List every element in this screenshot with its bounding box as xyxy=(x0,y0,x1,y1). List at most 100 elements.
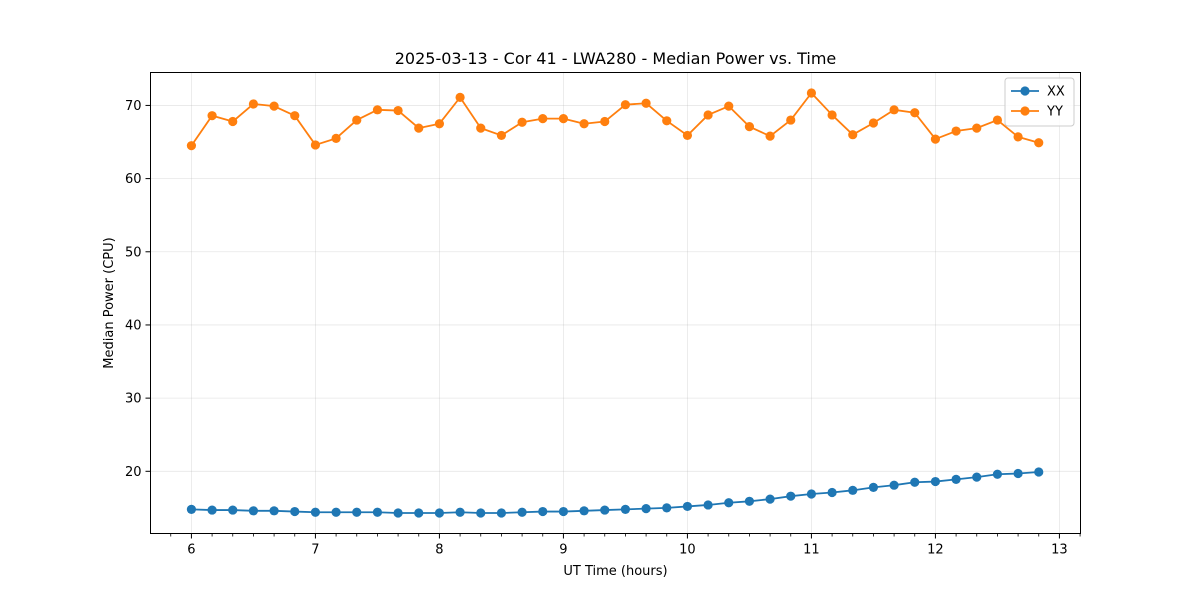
x-tick-label: 10 xyxy=(679,543,696,558)
data-point-yy xyxy=(910,108,920,118)
data-point-yy xyxy=(724,101,734,111)
data-point-yy xyxy=(393,105,403,116)
data-point-xx xyxy=(951,474,961,484)
data-point-yy xyxy=(269,101,279,111)
data-point-yy xyxy=(806,88,817,98)
data-point-yy xyxy=(972,123,982,133)
y-tick-label: 60 xyxy=(125,172,142,187)
data-point-yy xyxy=(538,114,548,124)
legend-item-yy: YY xyxy=(1011,105,1063,120)
series-layer xyxy=(186,88,1044,518)
legend-marker xyxy=(1020,86,1030,96)
data-point-yy xyxy=(1034,138,1044,148)
x-axis-label: UT Time (hours) xyxy=(563,564,667,579)
y-axis-label: Median Power (CPU) xyxy=(102,237,117,368)
data-point-xx xyxy=(1034,467,1044,477)
data-point-xx xyxy=(393,508,403,518)
data-point-yy xyxy=(620,100,631,110)
data-point-yy xyxy=(372,105,383,115)
data-point-xx xyxy=(186,504,197,514)
x-tick-label: 7 xyxy=(311,543,319,558)
data-point-xx xyxy=(703,500,713,510)
chart-title: 2025-03-13 - Cor 41 - LWA280 - Median Po… xyxy=(395,49,837,68)
data-point-xx xyxy=(248,506,259,516)
data-point-xx xyxy=(207,505,217,515)
legend-item-xx: XX xyxy=(1011,85,1065,100)
data-point-xx xyxy=(372,507,383,517)
data-point-xx xyxy=(848,485,858,495)
x-tick-label: 12 xyxy=(927,543,944,558)
data-point-xx xyxy=(765,494,775,504)
data-point-yy xyxy=(868,118,879,128)
data-point-xx xyxy=(290,506,300,517)
data-point-yy xyxy=(248,99,259,109)
series-xx xyxy=(186,467,1044,518)
legend-label: YY xyxy=(1046,105,1063,120)
data-point-xx xyxy=(827,487,837,498)
data-point-yy xyxy=(352,115,362,125)
data-point-xx xyxy=(641,504,651,514)
y-tick-label: 20 xyxy=(125,465,142,480)
data-point-yy xyxy=(290,111,300,121)
data-point-xx xyxy=(558,506,569,517)
axes: 6 7 8 9 10 11 12 13 20 30 40 50 60 70 xyxy=(125,99,1081,558)
data-point-xx xyxy=(662,503,672,513)
data-point-xx xyxy=(868,482,879,492)
data-point-xx xyxy=(992,469,1003,479)
data-point-yy xyxy=(641,98,651,108)
data-point-yy xyxy=(228,116,238,127)
data-point-xx xyxy=(538,506,548,517)
data-point-xx xyxy=(889,480,899,490)
x-tick-label: 11 xyxy=(803,543,820,558)
x-tick-label: 9 xyxy=(559,543,567,558)
y-tick-label: 70 xyxy=(125,99,142,114)
data-point-xx xyxy=(806,489,817,499)
data-point-xx xyxy=(434,508,445,518)
data-point-yy xyxy=(662,116,672,126)
data-point-yy xyxy=(682,130,693,141)
data-point-xx xyxy=(269,506,279,516)
data-point-yy xyxy=(703,110,713,120)
data-point-yy xyxy=(951,126,961,136)
legend: XX YY xyxy=(1004,77,1075,127)
data-point-xx xyxy=(579,506,589,516)
data-point-yy xyxy=(331,133,341,143)
x-tick-label: 6 xyxy=(187,543,195,558)
data-point-xx xyxy=(930,476,941,487)
data-point-xx xyxy=(910,477,920,487)
data-point-xx xyxy=(476,508,486,518)
data-point-xx xyxy=(600,505,610,515)
data-point-xx xyxy=(455,507,465,517)
data-point-xx xyxy=(682,501,693,512)
data-point-yy xyxy=(558,114,569,124)
data-point-xx xyxy=(972,472,982,482)
data-point-yy xyxy=(930,134,941,144)
data-point-xx xyxy=(496,508,507,518)
data-point-xx xyxy=(310,507,321,517)
y-tick-label: 40 xyxy=(125,318,142,333)
data-point-yy xyxy=(186,141,197,151)
legend-marker xyxy=(1020,106,1030,116)
y-tick-label: 50 xyxy=(125,245,142,260)
data-point-xx xyxy=(724,498,734,508)
data-point-yy xyxy=(992,115,1003,125)
x-tick-label: 8 xyxy=(435,543,443,558)
grid xyxy=(150,72,1081,534)
data-point-xx xyxy=(352,507,362,517)
data-point-yy xyxy=(744,122,755,132)
data-point-yy xyxy=(765,131,775,141)
data-point-yy xyxy=(1013,132,1023,142)
data-point-yy xyxy=(827,110,837,120)
data-point-xx xyxy=(331,507,341,517)
data-point-yy xyxy=(207,111,217,121)
x-tick-label: 13 xyxy=(1051,543,1068,558)
plot-frame xyxy=(150,72,1081,534)
data-point-xx xyxy=(620,504,631,514)
data-point-yy xyxy=(414,123,424,133)
data-point-xx xyxy=(744,496,755,506)
data-point-yy xyxy=(517,117,527,127)
data-point-xx xyxy=(1013,468,1023,479)
data-point-yy xyxy=(476,123,486,133)
